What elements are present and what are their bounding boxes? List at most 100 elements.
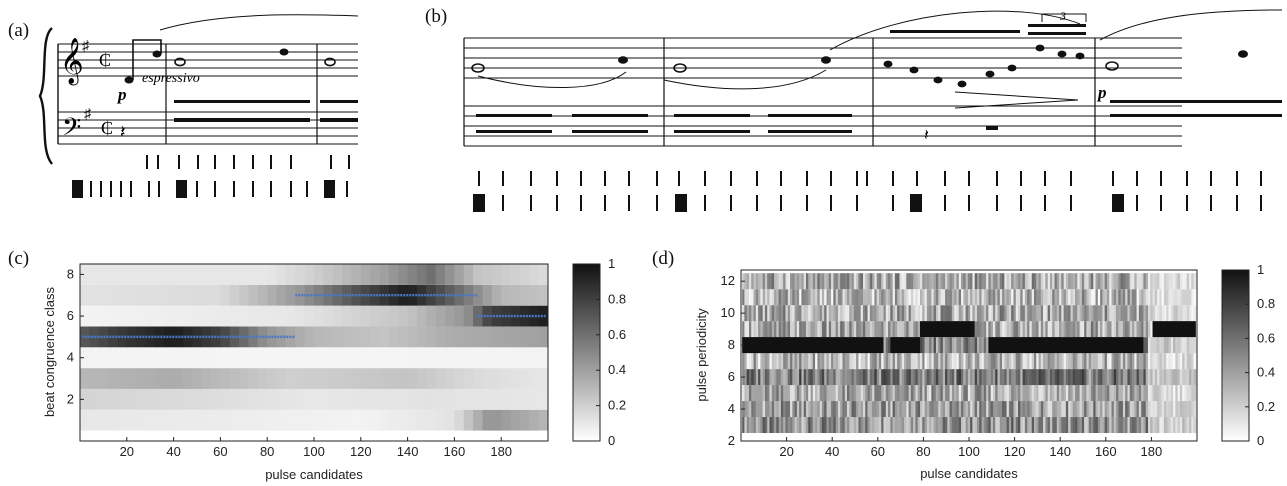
heatmap-cell <box>851 369 855 386</box>
heatmap-cell <box>89 347 100 369</box>
heatmap-cell <box>192 264 203 285</box>
heatmap-cell <box>910 289 914 306</box>
heatmap-cell <box>1018 305 1021 322</box>
heatmap-cell <box>828 369 832 386</box>
heatmap-cell <box>1059 305 1062 322</box>
heatmap-cell <box>970 385 973 402</box>
heatmap-cell <box>1166 353 1169 370</box>
heatmap-cell <box>867 417 871 434</box>
heatmap-cell <box>860 385 864 402</box>
heatmap-cell <box>1106 401 1110 418</box>
heatmap-cell <box>482 409 493 431</box>
heatmap-cell <box>1043 353 1046 370</box>
heatmap-cell <box>89 368 100 389</box>
heatmap-cell <box>904 369 907 386</box>
heatmap-cell <box>847 369 850 386</box>
heatmap-cell <box>840 417 843 434</box>
heatmap-cell <box>1093 273 1096 290</box>
heatmap-cell <box>1024 401 1028 418</box>
heatmap-cell <box>491 284 502 306</box>
heatmap-cell <box>257 368 268 389</box>
heatmap-cell <box>751 321 754 338</box>
heatmap-cell <box>931 369 935 386</box>
heatmap-cell <box>1129 273 1133 290</box>
heatmap-cell <box>922 273 925 290</box>
heatmap-cell <box>126 388 137 410</box>
heatmap-cell <box>883 369 887 386</box>
heatmap-cell <box>999 417 1003 434</box>
heatmap-cell <box>924 385 928 402</box>
heatmap-cell <box>1095 385 1099 402</box>
heatmap-cell <box>1097 353 1101 370</box>
heatmap-cell <box>803 289 807 306</box>
heatmap-cell <box>1152 401 1156 418</box>
heatmap-cell <box>976 369 980 386</box>
heatmap-cell <box>285 409 296 431</box>
heatmap-cell <box>956 305 960 322</box>
heatmap-cell <box>849 289 852 306</box>
heatmap-cell <box>1086 321 1090 338</box>
heatmap-cell <box>926 353 930 370</box>
heatmap-cell <box>947 337 951 354</box>
heatmap-cell <box>1179 353 1183 370</box>
y-tick-label: 6 <box>67 308 74 323</box>
heatmap-cell <box>881 417 884 434</box>
heatmap-cell <box>1184 353 1188 370</box>
heatmap-cell <box>762 353 766 370</box>
heatmap-cell <box>89 388 100 410</box>
heatmap-cell <box>1093 369 1096 386</box>
heatmap-cell <box>1002 273 1005 290</box>
heatmap-cell <box>1129 369 1133 386</box>
heatmap-cell <box>1182 289 1185 306</box>
heatmap-cell <box>1100 289 1103 306</box>
heatmap-cell <box>342 326 352 348</box>
heatmap-cell <box>1088 401 1092 418</box>
heatmap-cell <box>929 353 932 370</box>
heatmap-cell <box>1013 401 1017 418</box>
heatmap-cell <box>1029 305 1033 322</box>
heatmap-cell <box>1047 321 1051 338</box>
heatmap-cell <box>983 337 987 354</box>
heatmap-cell <box>810 417 814 434</box>
heatmap-cell <box>808 401 811 418</box>
heatmap-cell <box>145 388 156 410</box>
heatmap-cell <box>995 369 998 386</box>
heatmap-cell <box>862 305 866 322</box>
heatmap-cell <box>922 353 925 370</box>
heatmap-cell <box>435 264 446 285</box>
heatmap-cell <box>1113 417 1117 434</box>
heatmap-cell <box>257 388 268 410</box>
heatmap-cell <box>837 289 841 306</box>
heatmap-cell <box>742 353 745 370</box>
y-tick-label: 8 <box>67 266 74 281</box>
heatmap-cell <box>826 321 830 338</box>
heatmap-cell <box>1173 289 1176 306</box>
heatmap-cell <box>1079 273 1083 290</box>
heatmap-cell <box>1020 417 1023 434</box>
heatmap-cell <box>824 353 827 370</box>
heatmap-cell <box>799 305 802 322</box>
heatmap-cell <box>951 401 955 418</box>
heatmap-cell <box>951 369 955 386</box>
heatmap-cell <box>1170 369 1174 386</box>
heatmap-cell <box>1049 417 1053 434</box>
heatmap-cell <box>872 273 875 290</box>
heatmap-cell <box>1106 417 1110 434</box>
heatmap-cell <box>742 385 745 402</box>
x-tick-label: 100 <box>303 444 325 459</box>
heatmap-cell <box>824 401 827 418</box>
heatmap-cell <box>901 321 905 338</box>
note-beam <box>132 39 162 80</box>
heatmap-cell <box>983 369 987 386</box>
heatmap-cell <box>881 321 884 338</box>
heatmap-cell <box>790 401 793 418</box>
heatmap-cell <box>332 388 343 410</box>
heatmap-cell <box>819 321 823 338</box>
heatmap-cell <box>794 289 798 306</box>
heatmap-cell <box>746 273 750 290</box>
heatmap-cell <box>853 369 857 386</box>
heatmap-cell <box>847 305 850 322</box>
heatmap-cell <box>844 417 848 434</box>
heatmap-cell <box>1143 289 1147 306</box>
heatmap-cell <box>933 289 937 306</box>
